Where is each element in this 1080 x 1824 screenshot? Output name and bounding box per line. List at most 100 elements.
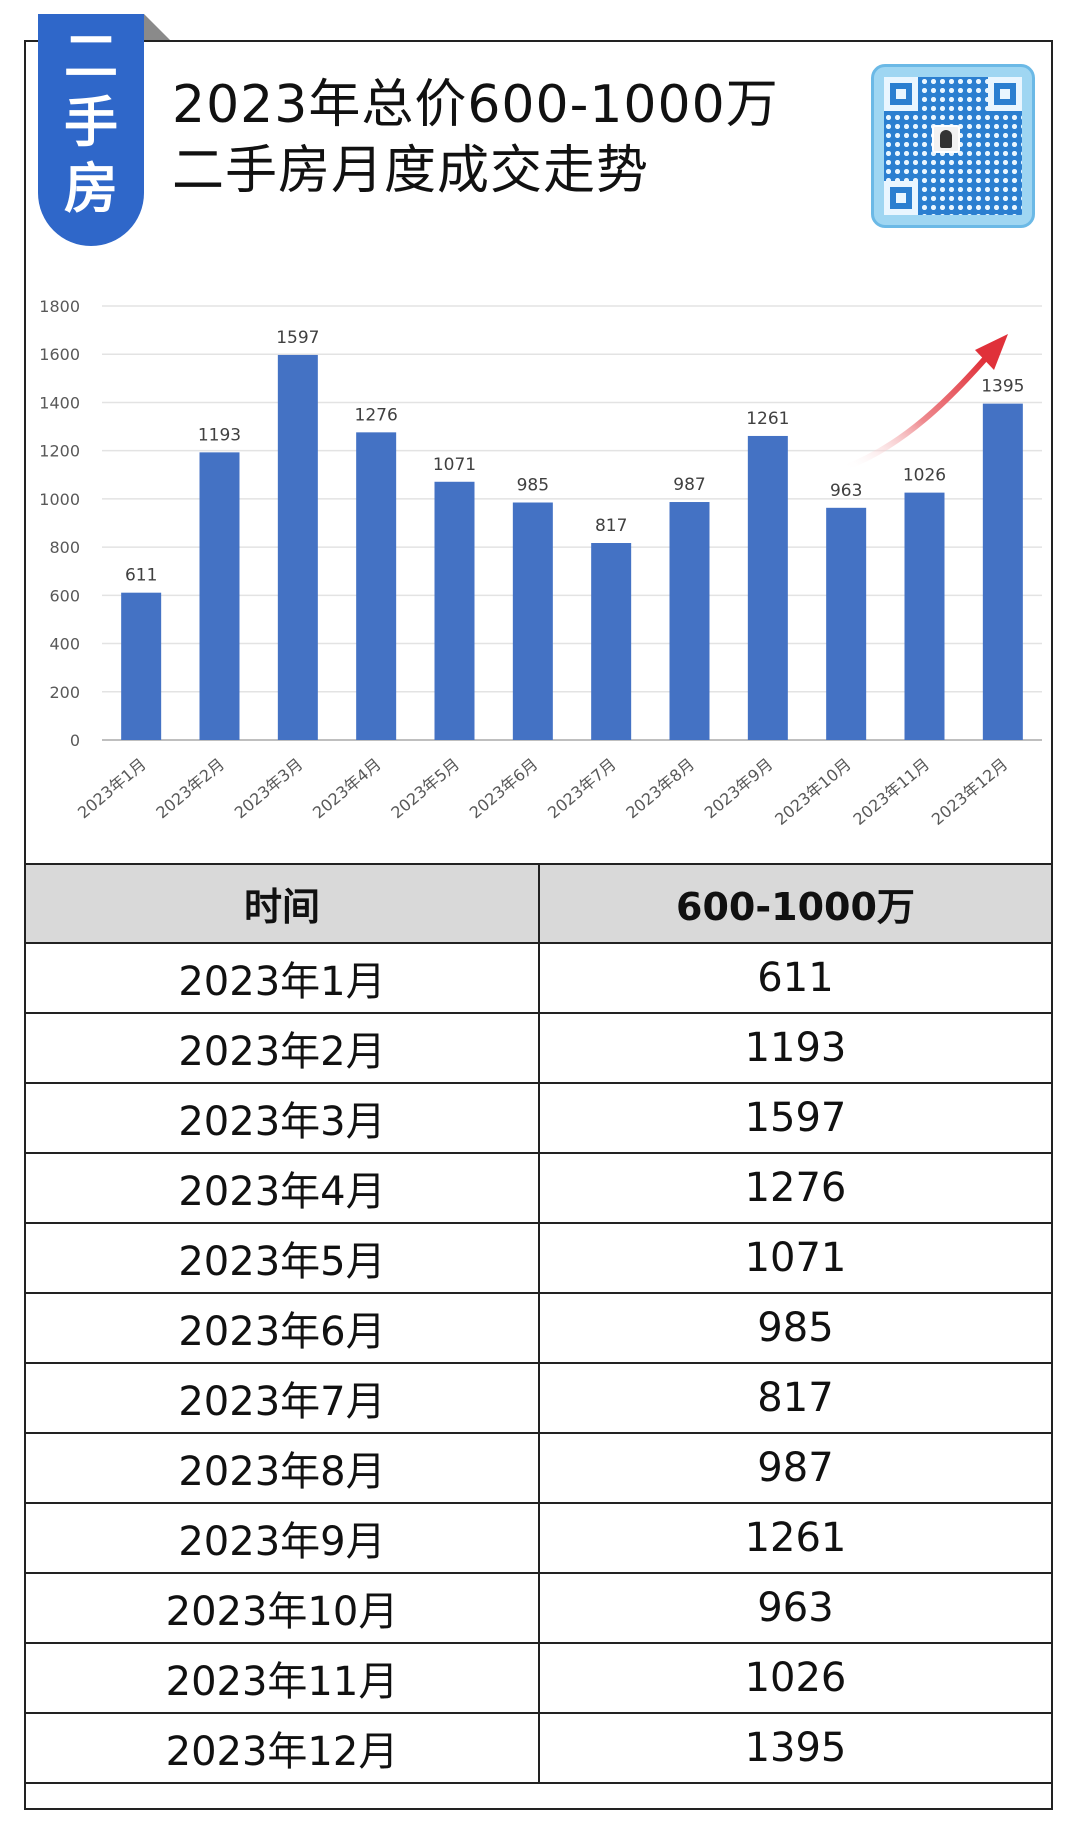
cell-month: 2023年8月 xyxy=(24,1432,540,1504)
cell-month: 2023年11月 xyxy=(24,1642,540,1714)
title-line-1: 2023年总价600-1000万 xyxy=(172,75,779,135)
cell-value: 987 xyxy=(537,1432,1054,1504)
y-tick-label: 200 xyxy=(49,683,80,702)
qr-code-icon xyxy=(871,64,1035,228)
data-label: 985 xyxy=(517,476,549,496)
cell-month: 2023年10月 xyxy=(24,1572,540,1644)
trend-arrow-icon xyxy=(841,334,1008,471)
y-tick-label: 400 xyxy=(49,635,80,654)
table-row: 2023年12月 1395 xyxy=(24,1712,1054,1784)
x-tick-label: 2023年12月 xyxy=(928,755,1012,829)
cell-month: 2023年2月 xyxy=(24,1012,540,1084)
bar xyxy=(277,354,318,740)
table-row: 2023年4月 1276 xyxy=(24,1152,1054,1224)
category-tag: 二 手 房 xyxy=(38,14,170,246)
data-label: 1276 xyxy=(355,405,398,425)
x-tick-label: 2023年4月 xyxy=(309,755,385,823)
data-label: 963 xyxy=(830,481,862,501)
bar xyxy=(121,592,162,740)
cell-month: 2023年1月 xyxy=(24,942,540,1014)
cell-month: 2023年7月 xyxy=(24,1362,540,1434)
x-tick-label: 2023年5月 xyxy=(387,755,463,823)
x-tick-label: 2023年11月 xyxy=(850,755,934,829)
data-label: 1261 xyxy=(746,409,789,429)
monthly-bar-chart: 0 200 400 600 800 1000 1200 1400 1600 1800 611 119… xyxy=(39,297,1042,829)
table-header-row: 时间 600-1000万 xyxy=(24,863,1054,944)
cell-month: 2023年5月 xyxy=(24,1222,540,1294)
bar xyxy=(904,492,945,740)
header-value: 600-1000万 xyxy=(537,863,1054,944)
tag-ribbon xyxy=(38,14,144,246)
table-row: 2023年1月 611 xyxy=(24,942,1054,1014)
cell-value: 1261 xyxy=(537,1502,1054,1574)
table-row: 2023年8月 987 xyxy=(24,1432,1054,1504)
cell-month: 2023年3月 xyxy=(24,1082,540,1154)
bar xyxy=(199,452,240,740)
bar xyxy=(826,507,867,740)
bar xyxy=(982,403,1023,740)
bar xyxy=(747,435,788,740)
table-row: 2023年3月 1597 xyxy=(24,1082,1054,1154)
data-label: 611 xyxy=(125,566,157,586)
data-label: 1395 xyxy=(981,377,1024,397)
y-tick-label: 0 xyxy=(70,731,80,750)
y-tick-label: 1000 xyxy=(39,490,80,509)
y-tick-label: 600 xyxy=(49,586,80,605)
bar xyxy=(356,432,397,740)
qr-finder-top-right xyxy=(988,77,1022,111)
cell-value: 1395 xyxy=(537,1712,1054,1784)
qr-finder-bottom-left xyxy=(884,181,918,215)
x-tick-label: 2023年8月 xyxy=(622,755,698,823)
table-row: 2023年7月 817 xyxy=(24,1362,1054,1434)
cell-month: 2023年6月 xyxy=(24,1292,540,1364)
x-tick-label: 2023年9月 xyxy=(701,755,777,823)
tag-char-1: 二 xyxy=(64,25,118,88)
y-tick-label: 800 xyxy=(49,538,80,557)
title-line-2: 二手房月度成交走势 xyxy=(172,141,650,201)
cell-month: 2023年4月 xyxy=(24,1152,540,1224)
tag-fold xyxy=(144,14,170,40)
cell-month: 2023年9月 xyxy=(24,1502,540,1574)
x-tick-label: 2023年3月 xyxy=(231,755,307,823)
bar xyxy=(512,502,553,740)
cell-value: 985 xyxy=(537,1292,1054,1364)
cell-value: 1193 xyxy=(537,1012,1054,1084)
data-label: 817 xyxy=(595,516,627,536)
cell-value: 963 xyxy=(537,1572,1054,1644)
x-tick-label: 2023年7月 xyxy=(544,755,620,823)
data-label: 987 xyxy=(673,475,705,495)
bar xyxy=(434,481,475,740)
cell-value: 611 xyxy=(537,942,1054,1014)
data-label: 1026 xyxy=(903,466,946,486)
y-tick-label: 1800 xyxy=(39,297,80,316)
tag-text: 二 手 房 xyxy=(38,24,144,222)
cell-month: 2023年12月 xyxy=(24,1712,540,1784)
header-time: 时间 xyxy=(24,863,540,944)
qr-finder-top-left xyxy=(884,77,918,111)
page-title: 2023年总价600-1000万 二手房月度成交走势 xyxy=(172,72,779,204)
qr-avatar-icon xyxy=(932,125,960,153)
cell-value: 1597 xyxy=(537,1082,1054,1154)
table-row: 2023年11月 1026 xyxy=(24,1642,1054,1714)
data-label: 1193 xyxy=(198,425,241,445)
x-tick-label: 2023年10月 xyxy=(771,755,855,829)
data-label: 1597 xyxy=(276,328,319,348)
data-label: 1071 xyxy=(433,455,476,475)
cell-value: 1276 xyxy=(537,1152,1054,1224)
table-row: 2023年5月 1071 xyxy=(24,1222,1054,1294)
x-tick-label: 2023年6月 xyxy=(466,755,542,823)
table-row: 2023年10月 963 xyxy=(24,1572,1054,1644)
cell-value: 1071 xyxy=(537,1222,1054,1294)
trend-arrow-head xyxy=(975,334,1008,370)
bar xyxy=(591,543,632,740)
data-table: 时间 600-1000万 2023年1月 611 2023年2月 1193 2023年3… xyxy=(24,863,1054,1784)
cell-value: 1026 xyxy=(537,1642,1054,1714)
x-tick-label: 2023年1月 xyxy=(74,755,150,823)
table-row: 2023年9月 1261 xyxy=(24,1502,1054,1574)
table-row: 2023年6月 985 xyxy=(24,1292,1054,1364)
bar xyxy=(669,502,710,740)
y-tick-label: 1200 xyxy=(39,442,80,461)
y-tick-label: 1600 xyxy=(39,345,80,364)
tag-char-2: 手 xyxy=(64,91,118,154)
y-tick-label: 1400 xyxy=(39,393,80,412)
